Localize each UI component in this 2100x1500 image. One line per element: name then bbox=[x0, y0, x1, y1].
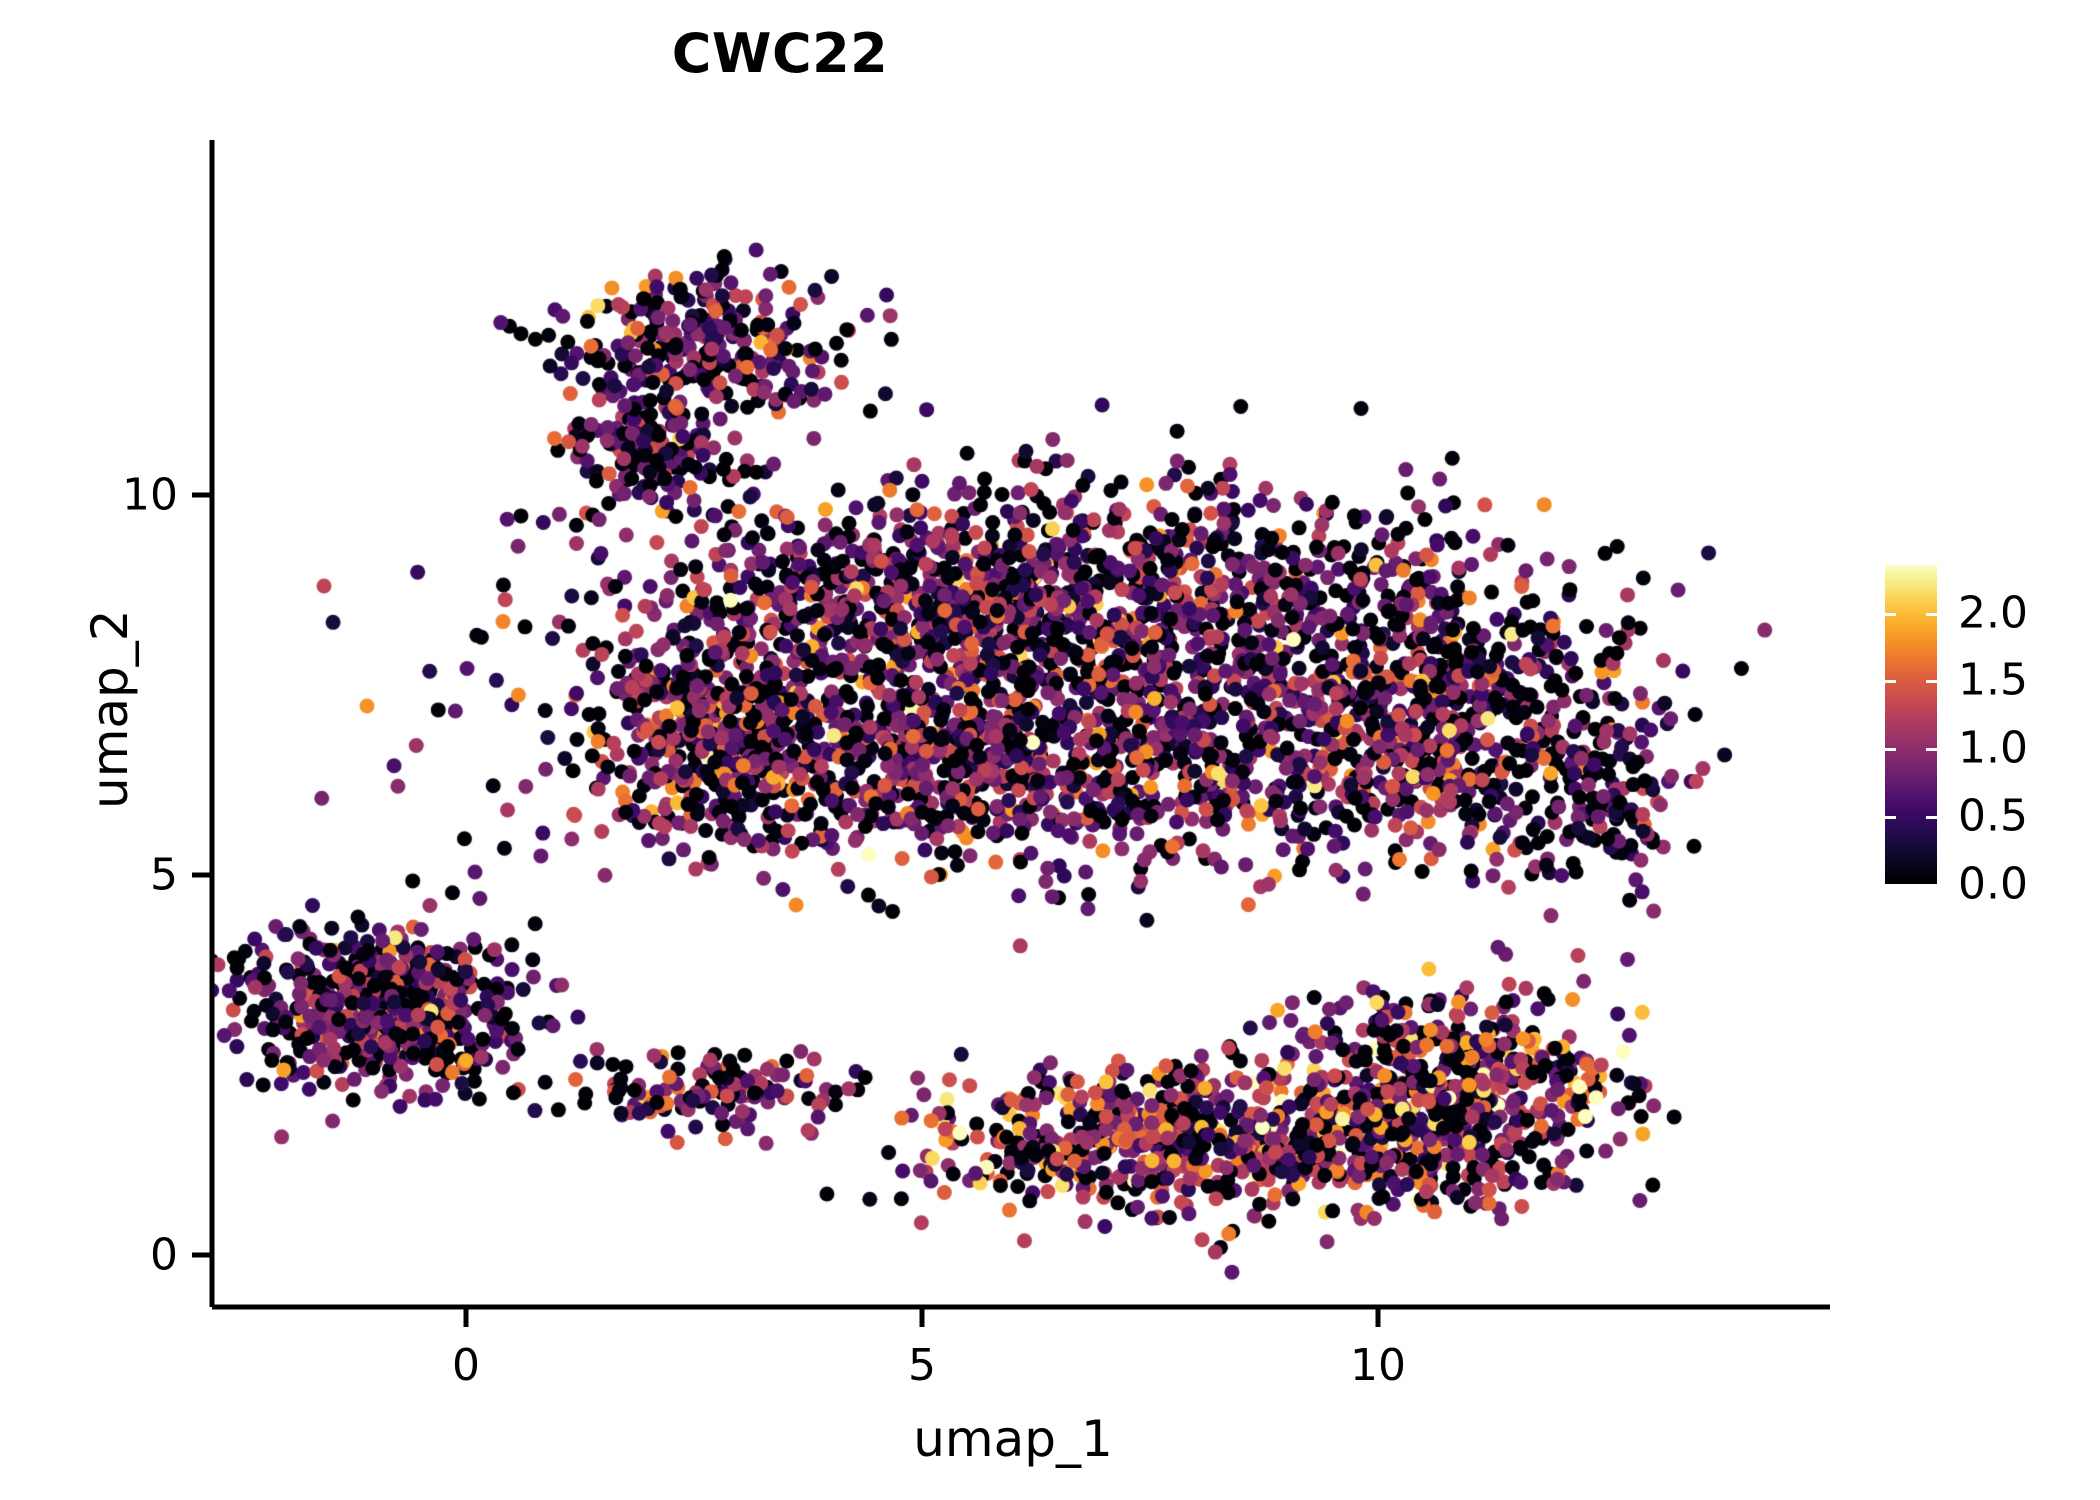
colorbar-tick-mark bbox=[1885, 680, 1896, 684]
y-tick-label: 0 bbox=[150, 1229, 178, 1281]
colorbar bbox=[1885, 565, 1937, 887]
y-tick-label: 5 bbox=[150, 849, 178, 901]
x-tick-label: 0 bbox=[452, 1340, 480, 1391]
colorbar-label: 2.0 bbox=[1958, 587, 2028, 638]
colorbar-tick-mark bbox=[1926, 884, 1937, 887]
colorbar-tick-mark bbox=[1926, 748, 1937, 752]
colorbar-tick-mark bbox=[1926, 816, 1937, 820]
colorbar-label: 1.0 bbox=[1958, 722, 2028, 774]
y-axis-label: umap_2 bbox=[81, 609, 139, 809]
colorbar-label: 0.5 bbox=[1958, 790, 2028, 842]
colorbar-gradient bbox=[1885, 565, 1937, 884]
colorbar-tick-mark bbox=[1926, 612, 1937, 616]
colorbar-tick-mark bbox=[1885, 612, 1896, 616]
x-tick-label: 5 bbox=[908, 1340, 936, 1391]
x-axis-label: umap_1 bbox=[913, 1410, 1113, 1468]
colorbar-tick-mark bbox=[1885, 884, 1896, 887]
colorbar-tick-mark bbox=[1926, 680, 1937, 684]
colorbar-label: 0.0 bbox=[1958, 858, 2028, 910]
colorbar-label: 1.5 bbox=[1958, 654, 2028, 706]
colorbar-tick-mark bbox=[1885, 816, 1896, 820]
colorbar-tick-mark bbox=[1885, 748, 1896, 752]
y-tick-label: 10 bbox=[122, 469, 178, 521]
x-tick-label: 10 bbox=[1350, 1340, 1406, 1391]
